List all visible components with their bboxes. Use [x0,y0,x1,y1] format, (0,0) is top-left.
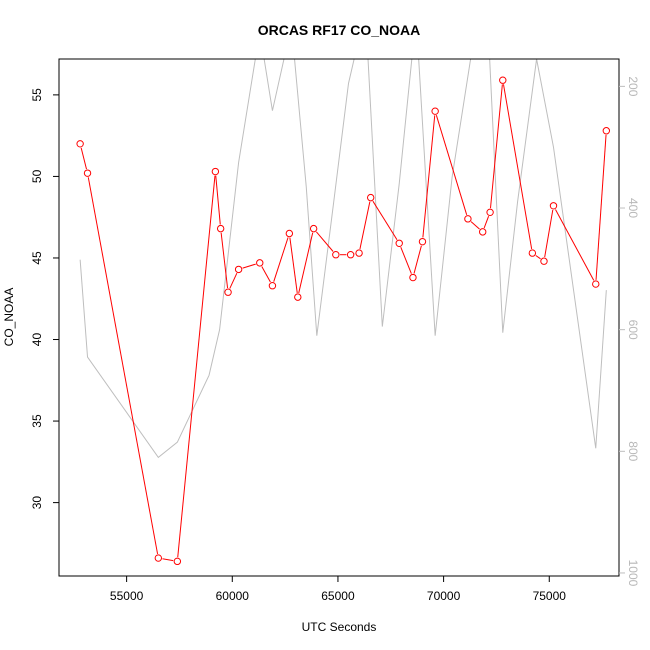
data-point [540,257,548,265]
series-segment [422,115,436,238]
x-axis-label: UTC Seconds [302,620,377,634]
x-tick-label: 55000 [110,589,144,603]
data-point [285,229,294,238]
data-point [173,557,182,566]
data-point [256,259,264,267]
data-point [431,107,439,115]
data-point [346,251,355,259]
y-axis-left: 30 35 40 45 50 55 [30,88,59,509]
right-y-tick-label: 1000 [626,560,640,587]
series-segment [502,84,533,250]
series-segment [242,263,256,269]
series-segment [359,201,371,250]
series-segment [261,266,271,283]
series-segment [298,232,314,294]
series-segment [372,200,398,240]
right-y-tick-label: 200 [626,76,640,96]
series-segment [162,558,174,562]
series-segment [413,245,422,274]
y-tick-label: 50 [30,169,44,183]
series-segment [595,134,607,280]
data-point [216,224,225,233]
x-tick-label: 70000 [427,589,461,603]
series-segment [489,84,503,209]
series-segment [544,209,554,258]
data-point [294,293,302,301]
data-point [486,208,494,217]
data-point [211,167,220,176]
y-axis-label: CO_NOAA [2,288,16,347]
data-point [355,249,363,257]
x-tick-label: 75000 [533,589,567,603]
data-point [309,224,318,233]
data-point [234,265,243,274]
series-segment [289,237,298,294]
y-tick-label: 40 [30,333,44,347]
series-segment [315,231,334,252]
series-segment [483,216,490,229]
x-tick-label: 65000 [321,589,355,603]
data-point [478,228,487,236]
series-segment [80,147,87,170]
data-point [464,215,472,223]
series-layer [76,59,611,566]
data-point [592,280,600,288]
data-point [224,288,232,296]
plot-area [58,58,620,577]
data-point [499,76,507,84]
y-axis-right: 200 400 600 800 1000 [619,76,640,587]
y-tick-label: 55 [30,88,44,102]
data-point [395,239,403,247]
data-point [549,202,558,210]
data-point [366,193,375,202]
series-segment [535,255,541,260]
data-point [76,140,84,148]
data-point [528,249,537,257]
data-point [418,237,427,246]
series-segment [220,232,229,289]
right-y-tick-label: 400 [626,198,640,218]
series-segment [435,115,468,215]
series-segment [215,175,221,225]
data-point [83,169,92,177]
series-segment [229,272,238,289]
data-point [409,273,417,282]
data-point [602,127,611,135]
x-axis: 55000 60000 65000 70000 75000 [110,576,566,603]
y-tick-label: 45 [30,251,44,265]
right-y-tick-label: 800 [626,441,640,461]
y-tick-label: 35 [30,414,44,428]
data-point [332,251,340,259]
series-segment [555,209,595,281]
series-segment [400,247,412,274]
y-tick-label: 30 [30,496,44,510]
x-tick-label: 60000 [216,589,250,603]
chart-title: ORCAS RF17 CO_NOAA [258,22,421,38]
right-y-tick-label: 600 [626,320,640,340]
data-point [154,554,163,562]
series-segment [273,237,289,282]
series-segment [470,221,480,230]
series-segment [87,177,159,555]
data-point [268,281,277,290]
plot-frame [58,58,620,577]
series-line [79,59,607,459]
series-segment [177,175,216,558]
